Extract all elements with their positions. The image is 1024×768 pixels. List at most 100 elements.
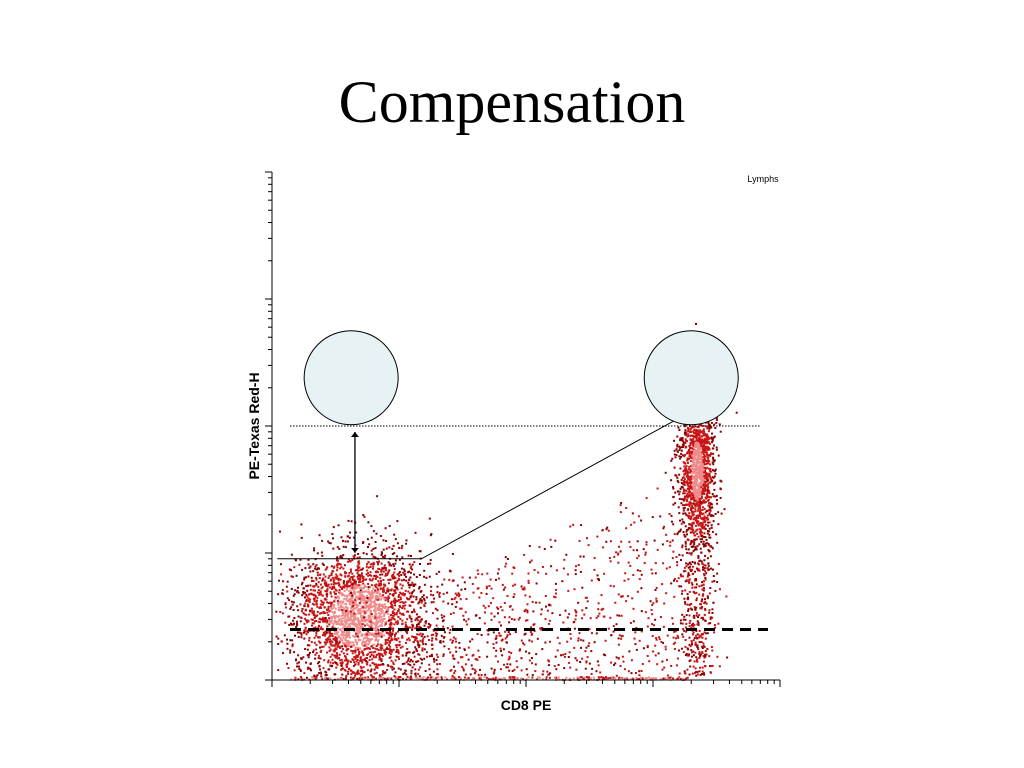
neg-population-dot: [390, 653, 393, 656]
neg-population-dot: [358, 651, 361, 654]
neg-population-dot: [329, 591, 332, 594]
pos-population-dot: [713, 459, 716, 462]
pos-population-dot: [691, 512, 694, 515]
pos-population-dot: [719, 430, 722, 433]
neg-halo-dot: [390, 666, 393, 669]
neg-population-dot: [362, 582, 365, 585]
pos-tail-dot: [676, 580, 679, 583]
neg-population-dot: [347, 672, 350, 675]
neg-halo-dot: [406, 651, 409, 654]
neg-population-dot: [319, 668, 321, 671]
neg-population-dot: [343, 644, 346, 647]
diagonal-dot: [687, 596, 689, 599]
neg-population-dot: [375, 671, 378, 674]
neg-population-dot: [277, 637, 280, 640]
pos-population-dot: [707, 492, 710, 494]
pos-population-dot: [676, 435, 679, 438]
neg-population-dot: [306, 667, 309, 670]
diagonal-dot: [541, 673, 544, 676]
neg-population-dot: [291, 643, 294, 646]
neg-population-dot: [389, 605, 392, 608]
neg-population-dot: [324, 590, 327, 593]
diagonal-dot: [555, 588, 558, 591]
neg-population-dot: [328, 623, 331, 626]
neg-halo-dot: [358, 601, 361, 604]
pos-tail-dot: [696, 671, 699, 673]
diagonal-dot: [516, 666, 519, 669]
diagonal-dot: [492, 647, 495, 649]
pos-tail-dot: [709, 665, 712, 668]
neg-population-dot: [392, 663, 395, 666]
neg-population-dot: [386, 607, 389, 610]
neg-population-dot: [384, 621, 387, 624]
neg-population-dot: [419, 657, 422, 660]
pos-population-dot: [703, 507, 706, 510]
neg-population-dot: [340, 668, 343, 671]
neg-halo-dot: [343, 564, 346, 567]
pos-population-dot: [708, 448, 711, 451]
neg-population-dot: [386, 648, 389, 651]
neg-population-dot: [325, 674, 328, 676]
diagonal-dot: [678, 672, 681, 675]
neg-halo-dot: [385, 647, 388, 650]
pos-population-dot: [713, 488, 716, 491]
pos-population-dot: [706, 542, 709, 545]
neg-halo-dot: [410, 583, 413, 586]
neg-halo-dot: [369, 655, 372, 658]
neg-halo-dot: [373, 574, 376, 577]
neg-population-dot: [415, 598, 418, 601]
pos-tail-dot: [684, 570, 687, 573]
pos-population-dot: [698, 498, 701, 500]
pos-tail-dot: [697, 623, 700, 626]
neg-population-dot: [337, 627, 339, 630]
neg-population-dot: [333, 615, 336, 618]
neg-population-dot: [329, 609, 332, 612]
diagonal-dot: [568, 651, 571, 654]
neg-population-dot: [441, 583, 444, 586]
neg-population-dot: [369, 571, 372, 574]
pos-tail-dot: [685, 614, 688, 617]
pos-population-dot: [708, 474, 711, 477]
neg-population-dot: [352, 582, 355, 585]
pos-tail-dot: [702, 583, 705, 586]
neg-population-dot: [338, 589, 341, 592]
neg-population-dot: [384, 584, 387, 587]
pos-tail-dot: [689, 665, 692, 668]
neg-population-dot: [318, 640, 321, 643]
neg-population-dot: [324, 641, 327, 644]
neg-population-dot: [326, 619, 328, 622]
neg-population-dot: [365, 553, 368, 556]
diagonal-dot: [433, 597, 436, 600]
neg-population-dot: [405, 654, 408, 657]
diagonal-dot: [510, 618, 513, 620]
pos-population-dot: [700, 481, 703, 484]
pos-population-dot: [704, 527, 707, 530]
neg-population-dot: [286, 662, 288, 665]
neg-population-dot: [373, 591, 376, 594]
diagonal-dot: [455, 640, 457, 643]
neg-halo-dot: [328, 668, 331, 671]
neg-population-dot: [300, 523, 303, 526]
neg-population-dot: [403, 570, 406, 573]
diagonal-dot: [615, 656, 618, 659]
pos-population-dot: [697, 569, 700, 572]
neg-population-dot: [356, 654, 359, 657]
neg-population-dot: [308, 653, 310, 656]
pos-population-dot: [700, 471, 703, 473]
diagonal-dot: [498, 632, 501, 635]
pos-population-dot: [670, 459, 673, 462]
pos-population-dot: [704, 459, 707, 462]
pos-tail-dot: [684, 618, 687, 621]
diagonal-dot: [588, 628, 591, 631]
pos-population-dot: [702, 449, 705, 451]
neg-population-dot: [277, 669, 280, 672]
pos-population-dot: [707, 423, 710, 426]
pos-population-dot: [700, 512, 702, 514]
diagonal-dot: [631, 512, 634, 515]
neg-population-dot: [310, 618, 313, 621]
neg-population-dot: [336, 621, 339, 624]
pos-population-dot: [691, 514, 694, 517]
pos-population-dot: [695, 433, 698, 436]
diagonal-dot: [681, 613, 684, 616]
diagonal-dot: [520, 585, 523, 588]
